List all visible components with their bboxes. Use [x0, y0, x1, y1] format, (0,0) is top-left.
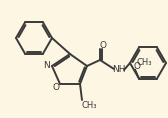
Text: O: O: [99, 42, 107, 51]
Text: CH₃: CH₃: [136, 58, 152, 67]
Text: N: N: [44, 61, 50, 70]
Text: O: O: [52, 84, 59, 93]
Text: NH: NH: [112, 65, 126, 74]
Text: CH₃: CH₃: [81, 101, 97, 110]
Text: O: O: [134, 62, 140, 71]
